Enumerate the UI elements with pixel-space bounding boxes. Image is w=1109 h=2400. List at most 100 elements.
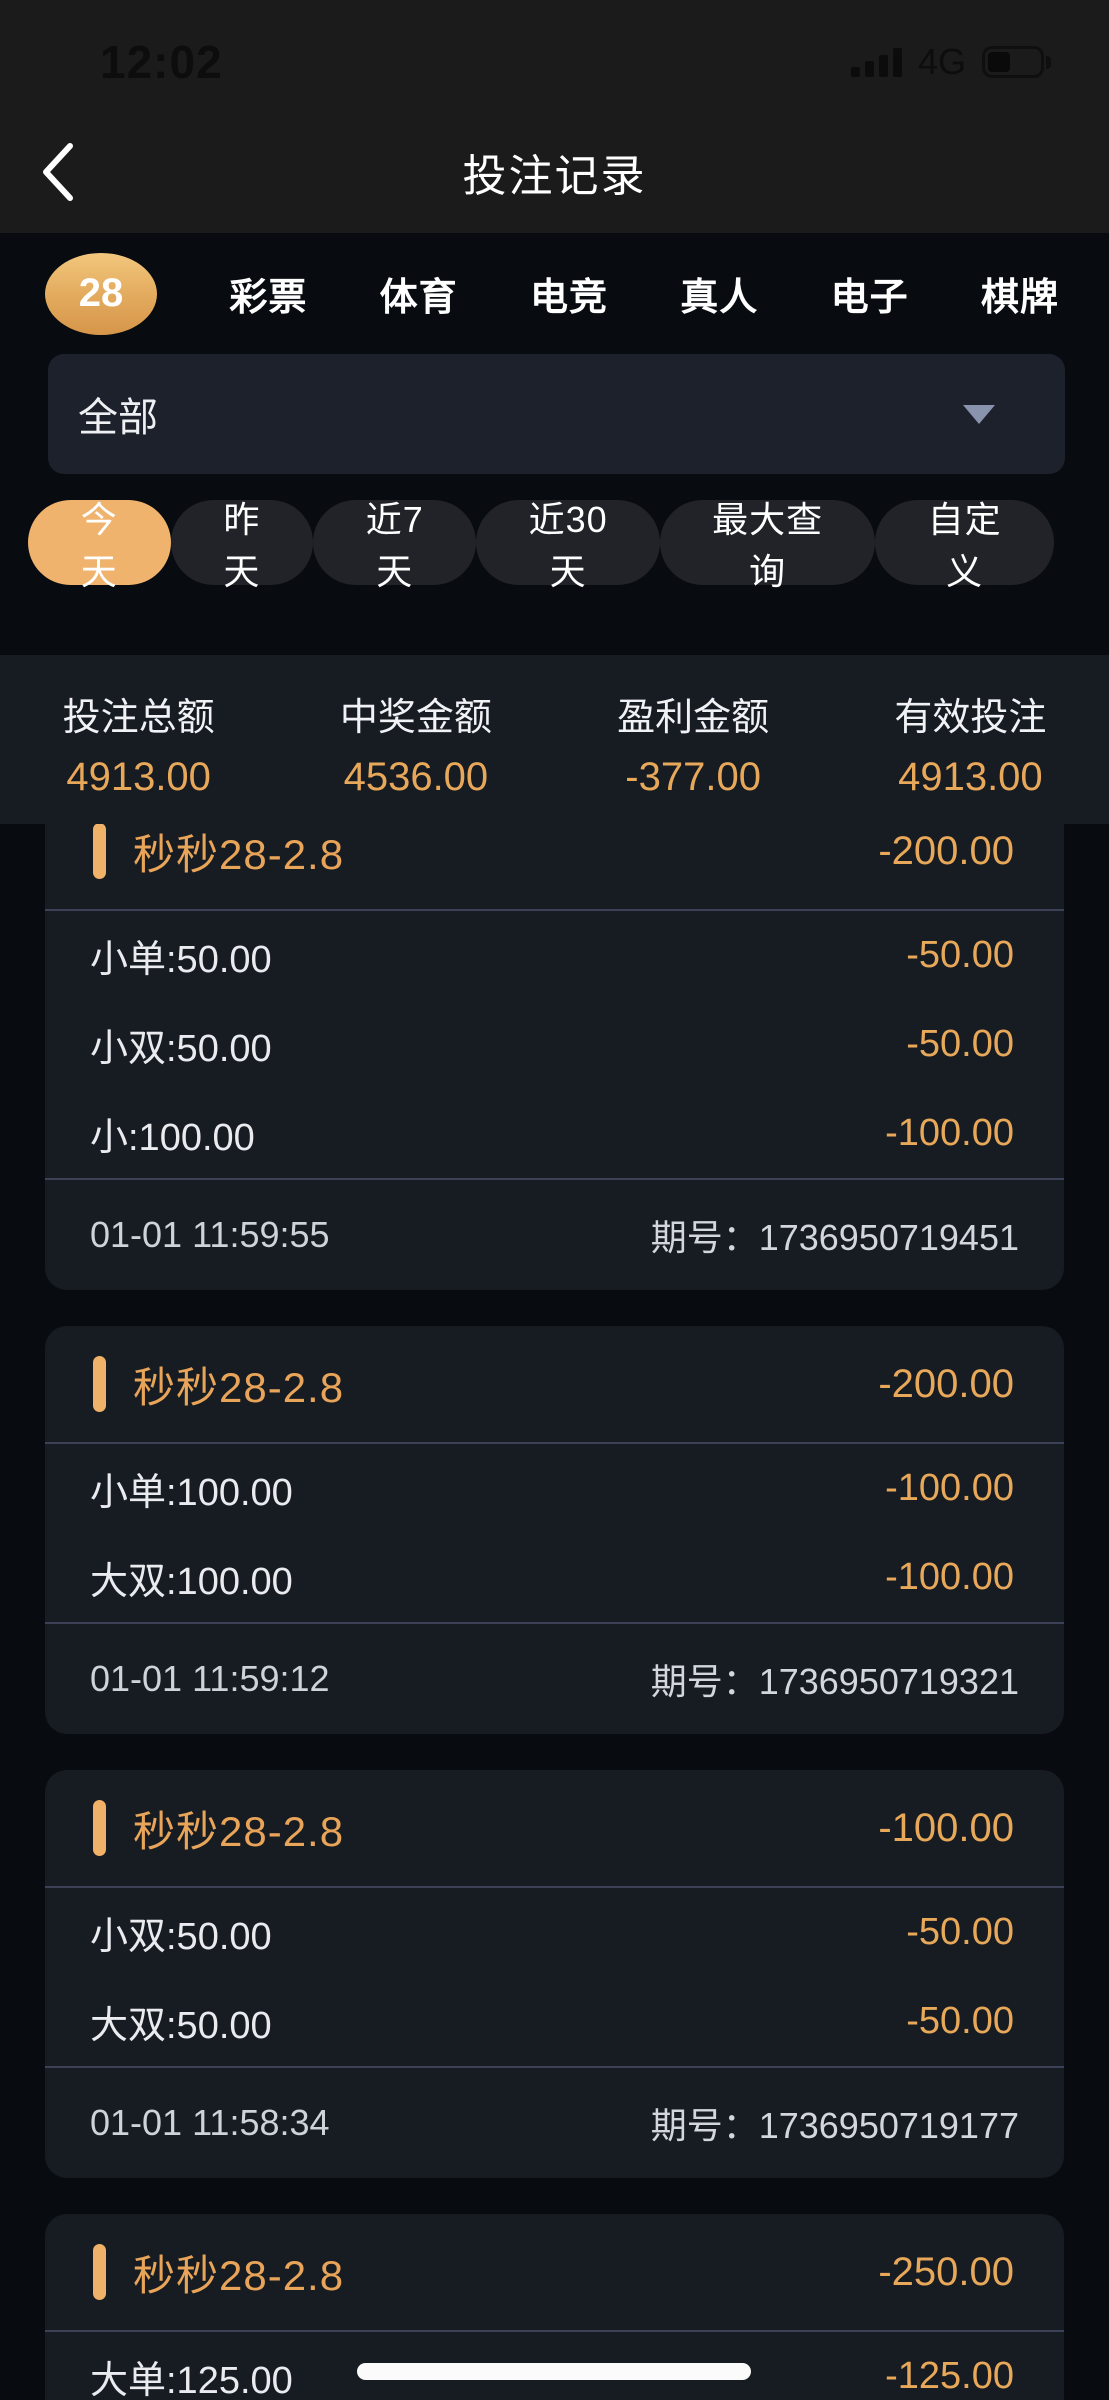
tab-sports[interactable]: 体育 bbox=[380, 266, 458, 321]
record-card: 秒秒28-2.8 -100.00 小双:50.00 -50.00 大双:50.0… bbox=[45, 1770, 1064, 2178]
record-time: 01-01 11:59:12 bbox=[90, 1658, 330, 1699]
filter-yesterday[interactable]: 昨天 bbox=[170, 499, 314, 592]
divider bbox=[45, 1442, 1064, 1444]
chevron-down-icon bbox=[963, 404, 995, 424]
nav-bar: 投注记录 bbox=[0, 110, 1109, 233]
bet-value: -100.00 bbox=[885, 1556, 1014, 1598]
status-icons: 4G bbox=[850, 41, 1051, 83]
record-amount: -200.00 bbox=[878, 1361, 1014, 1406]
bet-value: -100.00 bbox=[885, 1467, 1014, 1509]
summary-label-total-bet: 投注总额 bbox=[62, 696, 215, 739]
record-title: 秒秒28-2.8 bbox=[133, 830, 345, 878]
issue-number: 1736950719321 bbox=[758, 1661, 1019, 1702]
date-filter-row: 今天 昨天 近7天 近30天 最大查询 自定义 bbox=[0, 499, 1109, 592]
filter-today[interactable]: 今天 bbox=[28, 499, 171, 592]
record-issue: 期号：1736950719451 bbox=[651, 1209, 1019, 1261]
divider bbox=[45, 2066, 1064, 2068]
accent-bar bbox=[93, 823, 106, 879]
bet-value: -50.00 bbox=[906, 2000, 1014, 2042]
bet-row: 小双:50.00 -50.00 bbox=[45, 1888, 1064, 1977]
bet-row: 小单:50.00 -50.00 bbox=[45, 911, 1064, 1000]
record-time: 01-01 11:59:55 bbox=[90, 1214, 330, 1255]
record-header: 秒秒28-2.8 -100.00 bbox=[45, 1770, 1064, 1886]
bet-value: -50.00 bbox=[906, 934, 1014, 976]
tab-boardgames[interactable]: 棋牌 bbox=[981, 266, 1059, 321]
summary-value-profit: -377.00 bbox=[625, 754, 761, 799]
divider bbox=[45, 2330, 1064, 2332]
tab-lottery[interactable]: 彩票 bbox=[229, 266, 307, 321]
divider bbox=[45, 1178, 1064, 1180]
record-card: 秒秒28-2.8 -200.00 小单:100.00 -100.00 大双:10… bbox=[45, 1326, 1064, 1734]
bet-row: 小单:100.00 -100.00 bbox=[45, 1444, 1064, 1533]
divider bbox=[45, 909, 1064, 911]
status-time: 12:02 bbox=[100, 36, 223, 88]
record-header: 秒秒28-2.8 -200.00 bbox=[45, 793, 1064, 909]
filter-30days[interactable]: 近30天 bbox=[476, 499, 661, 592]
record-footer: 01-01 11:59:55 期号：1736950719451 bbox=[45, 1180, 1064, 1290]
filter-max-query[interactable]: 最大查询 bbox=[660, 499, 876, 592]
record-amount: -100.00 bbox=[878, 1805, 1014, 1850]
tab-live[interactable]: 真人 bbox=[680, 266, 758, 321]
bet-label: 小单:50.00 bbox=[90, 939, 272, 981]
bet-row: 小:100.00 -100.00 bbox=[45, 1089, 1064, 1178]
bet-label: 小单:100.00 bbox=[90, 1472, 293, 1514]
record-list: 秒秒28-2.8 -200.00 小单:50.00 -50.00 小双:50.0… bbox=[0, 793, 1109, 2400]
divider bbox=[45, 1886, 1064, 1888]
divider bbox=[45, 1622, 1064, 1624]
bet-value: -50.00 bbox=[906, 1911, 1014, 1953]
summary-label-winnings: 中奖金额 bbox=[339, 696, 492, 739]
record-issue: 期号：1736950719177 bbox=[651, 2097, 1019, 2149]
bet-row: 小双:50.00 -50.00 bbox=[45, 1000, 1064, 1089]
bet-row: 大单:125.00 -125.00 bbox=[45, 2332, 1064, 2400]
status-bar: 12:02 4G bbox=[0, 0, 1109, 110]
page-title: 投注记录 bbox=[462, 151, 647, 201]
tab-electronic[interactable]: 电子 bbox=[831, 266, 909, 321]
summary-value-valid-bet: 4913.00 bbox=[898, 754, 1043, 799]
issue-number: 1736950719451 bbox=[758, 1217, 1019, 1258]
record-footer: 01-01 11:58:34 期号：1736950719177 bbox=[45, 2068, 1064, 2178]
filter-custom[interactable]: 自定义 bbox=[875, 499, 1054, 592]
record-header: 秒秒28-2.8 -200.00 bbox=[45, 1326, 1064, 1442]
record-title: 秒秒28-2.8 bbox=[133, 2251, 345, 2299]
record-title: 秒秒28-2.8 bbox=[133, 1807, 345, 1855]
network-type-label: 4G bbox=[917, 41, 966, 82]
bet-value: -125.00 bbox=[885, 2355, 1014, 2397]
record-issue: 期号：1736950719321 bbox=[651, 1653, 1019, 1705]
accent-bar bbox=[93, 1800, 106, 1856]
record-header: 秒秒28-2.8 -250.00 bbox=[45, 2214, 1064, 2330]
bet-value: -100.00 bbox=[885, 1112, 1014, 1154]
signal-icon bbox=[850, 47, 902, 77]
summary-band: 投注总额 中奖金额 盈利金额 有效投注 4913.00 4536.00 -377… bbox=[0, 655, 1109, 824]
home-indicator[interactable] bbox=[357, 2363, 751, 2380]
battery-icon bbox=[982, 46, 1051, 78]
bet-label: 大单:125.00 bbox=[90, 2360, 293, 2400]
tab-28[interactable]: 28 bbox=[45, 252, 157, 335]
issue-number: 1736950719177 bbox=[758, 2105, 1019, 2146]
bet-label: 小:100.00 bbox=[90, 1117, 255, 1159]
summary-value-total-bet: 4913.00 bbox=[66, 754, 211, 799]
accent-bar bbox=[93, 1356, 106, 1412]
game-tabs: 28 彩票 体育 电竞 真人 电子 棋牌 bbox=[0, 233, 1109, 354]
top-block: 12:02 4G 投注记录 bbox=[0, 0, 1109, 233]
bet-value: -50.00 bbox=[906, 1023, 1014, 1065]
bet-row: 大双:100.00 -100.00 bbox=[45, 1533, 1064, 1622]
summary-label-valid-bet: 有效投注 bbox=[894, 696, 1047, 739]
record-card: 秒秒28-2.8 -200.00 小单:50.00 -50.00 小双:50.0… bbox=[45, 793, 1064, 1290]
bet-label: 大双:100.00 bbox=[90, 1561, 293, 1603]
bet-label: 小双:50.00 bbox=[90, 1028, 272, 1070]
summary-value-winnings: 4536.00 bbox=[343, 754, 489, 799]
bet-row: 大双:50.00 -50.00 bbox=[45, 1977, 1064, 2066]
game-filter-dropdown[interactable]: 全部 bbox=[48, 354, 1065, 474]
record-title: 秒秒28-2.8 bbox=[133, 1363, 345, 1411]
record-time: 01-01 11:58:34 bbox=[90, 2102, 330, 2143]
accent-bar bbox=[93, 2244, 106, 2300]
record-amount: -250.00 bbox=[878, 2249, 1014, 2294]
tab-esports[interactable]: 电竞 bbox=[530, 266, 608, 321]
record-amount: -200.00 bbox=[878, 828, 1014, 873]
issue-label: 期号： bbox=[650, 1661, 759, 1702]
record-footer: 01-01 11:59:12 期号：1736950719321 bbox=[45, 1624, 1064, 1734]
back-button[interactable] bbox=[34, 142, 80, 202]
back-chevron-icon bbox=[43, 142, 73, 201]
filter-7days[interactable]: 近7天 bbox=[313, 499, 477, 592]
